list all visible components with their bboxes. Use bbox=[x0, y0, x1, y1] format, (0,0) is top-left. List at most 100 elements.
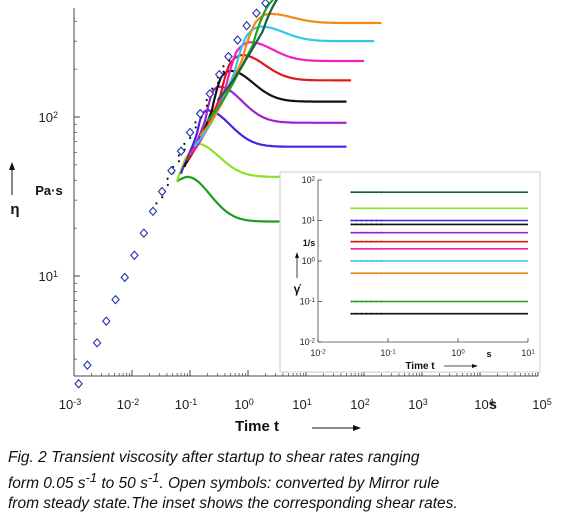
inset-series-dot bbox=[350, 272, 353, 275]
inset-series-dot bbox=[380, 247, 383, 250]
x-tick-labels: 10-3 10-2 10-1 100 101 102 103 104 105 bbox=[59, 397, 552, 412]
mirror-rule-point bbox=[101, 316, 111, 326]
inset-series-dot bbox=[370, 223, 373, 226]
inset-series-dot bbox=[365, 231, 368, 234]
x-tick-label-base: 10 bbox=[234, 397, 248, 412]
inset-series-dot bbox=[355, 300, 358, 303]
inset-series-dot bbox=[370, 272, 373, 275]
inset-series-dot bbox=[360, 260, 363, 262]
caption-text: Fig. 2 Transient viscosity after startup… bbox=[8, 449, 420, 466]
mirror-rule-point bbox=[130, 250, 139, 261]
x-tick-label-exponent: 3 bbox=[423, 397, 428, 407]
mirror-rule-point bbox=[120, 272, 130, 283]
mirror-rule-point bbox=[92, 337, 102, 348]
x-tick-label: 100 bbox=[234, 397, 253, 412]
inset-series-dot bbox=[380, 219, 383, 222]
inset-series-dot bbox=[350, 219, 353, 222]
caption-line-2: form 0.05 s-1 to 50 s-1. Open symbols: c… bbox=[8, 468, 546, 494]
inset-series-dot bbox=[350, 191, 353, 194]
inset-series-dot bbox=[360, 207, 363, 210]
mirror-rule-point bbox=[148, 206, 158, 217]
x-axis-label: Time t bbox=[235, 418, 279, 435]
inset-series-dot bbox=[370, 260, 373, 262]
inset-series-10 bbox=[350, 207, 528, 210]
inset-series-dot bbox=[355, 240, 358, 243]
series-5 bbox=[183, 69, 347, 168]
caption-text: from steady state.The inset shows the co… bbox=[8, 495, 458, 513]
inset-x-tick-label-base: 10 bbox=[310, 348, 320, 358]
inset-series-dot bbox=[380, 207, 383, 210]
x-unit-label: s bbox=[489, 396, 497, 412]
mirror-rule-point bbox=[139, 228, 149, 238]
inset-series-dot bbox=[370, 207, 373, 210]
inset-series-dot bbox=[360, 191, 363, 194]
inset-series-dot bbox=[360, 223, 363, 226]
inset-y-tick-label-base: 10 bbox=[302, 216, 312, 226]
inset-y-tick-label: 102 bbox=[302, 175, 316, 185]
mirror-rule-point bbox=[242, 20, 252, 31]
inset-x-tick-label: 101 bbox=[521, 348, 535, 358]
series-9 bbox=[199, 12, 382, 137]
inset-series-dot bbox=[350, 312, 353, 315]
inset-y-unit-label: 1/s bbox=[303, 238, 316, 248]
startup-dot bbox=[155, 202, 158, 205]
startup-dot bbox=[205, 104, 209, 107]
y-tick-label: 101 bbox=[39, 269, 58, 284]
inset-series-8 bbox=[350, 223, 528, 226]
inset-series-4 bbox=[350, 260, 528, 262]
inset-y-tick-label-base: 10 bbox=[302, 175, 312, 185]
startup-dot bbox=[194, 126, 197, 129]
inset-series-dot bbox=[360, 240, 363, 243]
inset-series-dot bbox=[375, 300, 378, 303]
x-tick-label-base: 10 bbox=[59, 397, 73, 412]
startup-dot bbox=[161, 196, 164, 199]
mirror-rule-point bbox=[167, 165, 176, 176]
startup-dot bbox=[166, 183, 169, 187]
x-tick-label-exponent: 4 bbox=[489, 397, 494, 407]
inset-series-dot bbox=[365, 312, 368, 315]
inset-series-dot bbox=[365, 240, 368, 243]
x-tick-label-exponent: 0 bbox=[249, 397, 254, 407]
x-tick-label: 103 bbox=[408, 397, 427, 412]
inset-series-dot bbox=[350, 231, 353, 234]
inset-series-dot bbox=[355, 191, 358, 194]
mirror-rule-point bbox=[83, 360, 92, 370]
series-11 bbox=[216, 0, 278, 102]
inset-series-dot bbox=[360, 300, 363, 303]
inset-y-tick-label-base: 10 bbox=[300, 337, 310, 347]
inset-x-tick-label-exponent: -2 bbox=[320, 349, 326, 355]
x-tick-label-base: 10 bbox=[532, 397, 546, 412]
x-tick-label-exponent: -3 bbox=[73, 397, 81, 407]
inset-series-dot bbox=[365, 191, 368, 194]
x-tick-label-base: 10 bbox=[175, 397, 189, 412]
x-tick-label: 10-1 bbox=[175, 397, 197, 412]
inset-y-tick-label-exponent: 1 bbox=[312, 217, 316, 223]
inset-x-tick-label-exponent: -1 bbox=[390, 349, 396, 355]
startup-dot bbox=[211, 87, 214, 90]
inset-y-axis-arrow bbox=[295, 252, 299, 278]
inset-y-tick-label: 101 bbox=[302, 216, 316, 226]
series-7 bbox=[189, 41, 364, 156]
inset-series-dot bbox=[350, 207, 353, 210]
inset-y-tick-label-base: 10 bbox=[300, 297, 310, 307]
startup-dot bbox=[194, 121, 197, 124]
inset-series-dot bbox=[375, 240, 378, 243]
inset-series-dot bbox=[375, 223, 378, 226]
mirror-rule-point bbox=[74, 378, 83, 389]
caption-text: form 0.05 s bbox=[8, 475, 86, 493]
inset-series-dot bbox=[355, 260, 358, 262]
y-axis-label: η bbox=[10, 201, 19, 218]
inset-series-dot bbox=[375, 272, 378, 275]
caption-superscript: -1 bbox=[147, 470, 160, 485]
inset-series-dot bbox=[375, 207, 378, 210]
x-tick-label-exponent: 2 bbox=[365, 397, 370, 407]
x-tick-label-exponent: 5 bbox=[547, 397, 552, 407]
inset-series-2 bbox=[350, 300, 528, 303]
inset-x-unit-label: s bbox=[486, 349, 491, 359]
mirror-rule-point bbox=[195, 108, 205, 119]
startup-dot bbox=[205, 98, 208, 102]
inset-series-7 bbox=[350, 231, 528, 234]
inset-y-tick-label: 10-2 bbox=[300, 337, 316, 347]
